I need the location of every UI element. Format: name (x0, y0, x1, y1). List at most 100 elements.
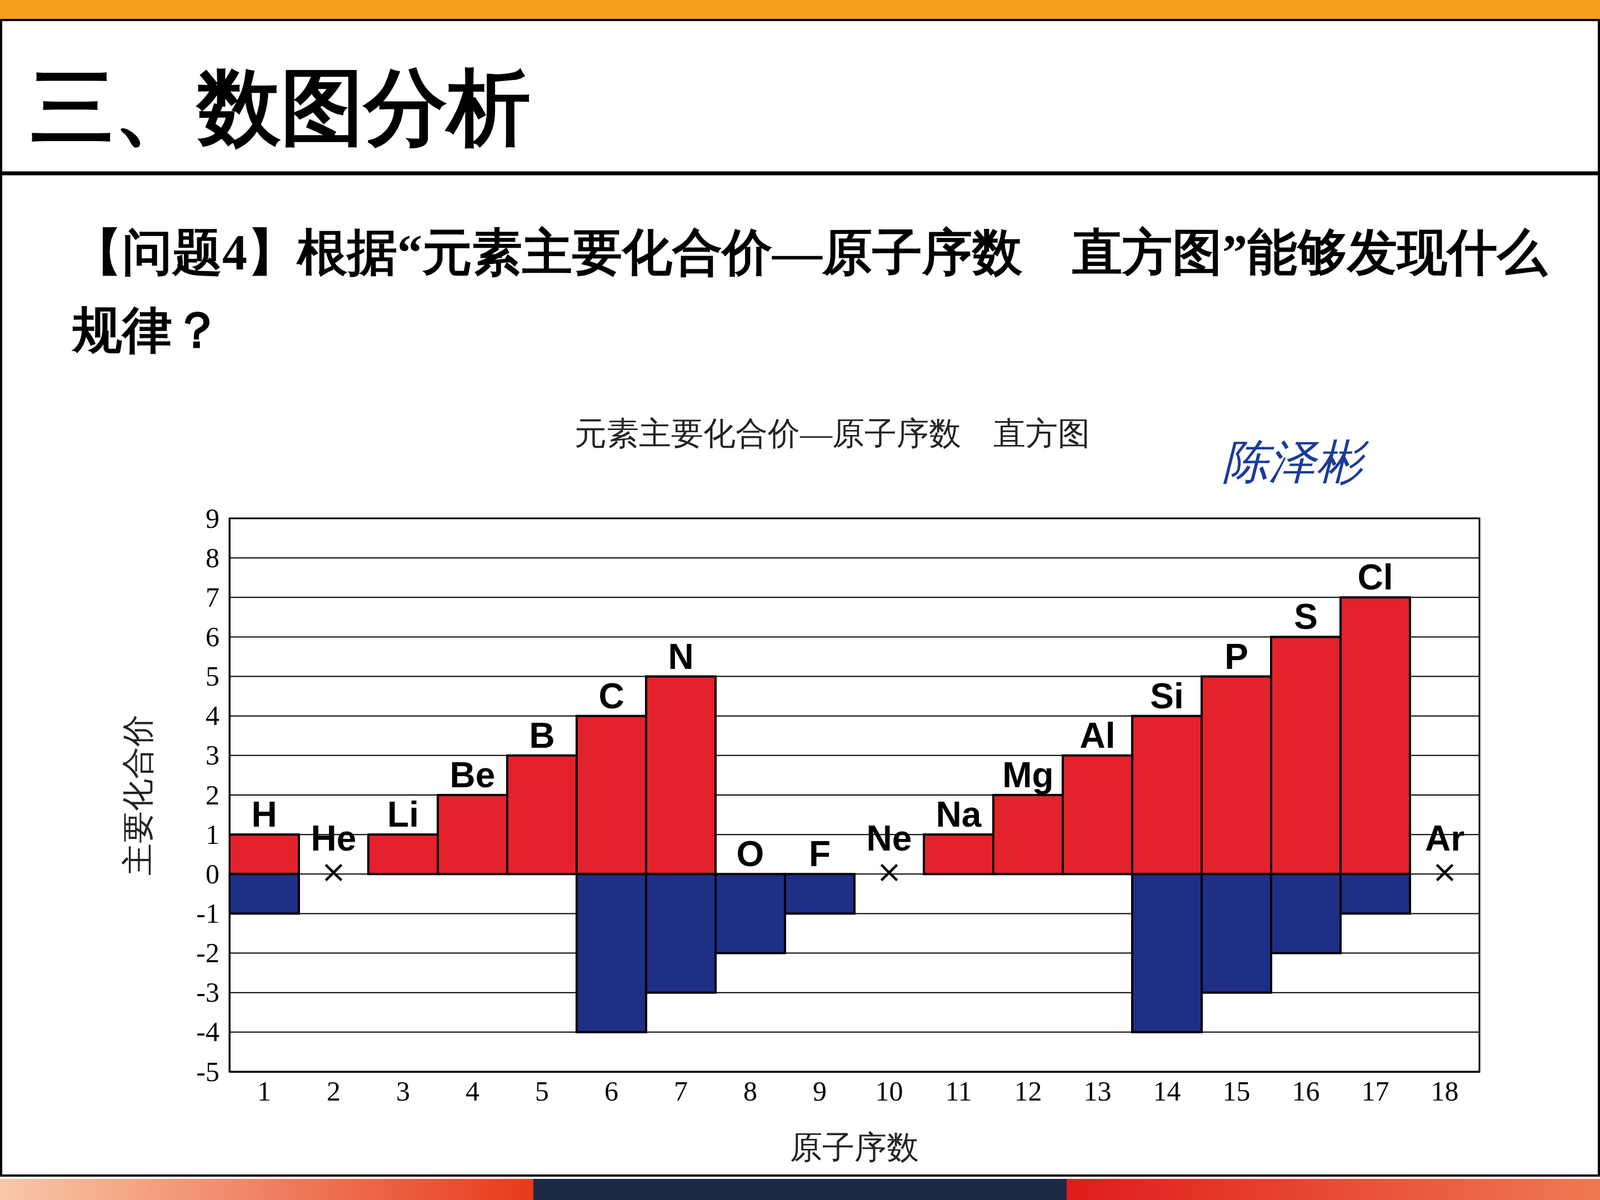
element-label: C (598, 676, 624, 717)
element-labels: HHe×LiBeBCNOFNe×NaMgAlSiPSClAr× (251, 557, 1465, 890)
y-axis: -5-4-3-2-10123456789 (196, 502, 230, 1088)
tick-label: 1 (205, 818, 220, 850)
tick-label: -1 (196, 897, 220, 929)
tick-label: 3 (396, 1075, 410, 1107)
tick: -5 (196, 1056, 230, 1088)
tick: 2 (205, 779, 230, 811)
grid-line (229, 596, 1480, 598)
tick: 1 (205, 818, 230, 850)
tick-label: 7 (205, 581, 220, 613)
question: 【问题4】根据“元素主要化合价—原子序数 直方图”能够发现什么规律？ (72, 213, 1573, 370)
element-label: B (528, 715, 555, 756)
tick: 10 (875, 1071, 904, 1107)
tick-label: 1 (257, 1075, 272, 1107)
tick-label: 4 (465, 1075, 480, 1107)
tick: 16 (1292, 1071, 1320, 1107)
element-label: Ar (1425, 818, 1465, 859)
tick-label: 16 (1292, 1075, 1320, 1107)
tick-label: -2 (196, 937, 220, 969)
element-label: Cl (1357, 557, 1394, 598)
tick: 3 (396, 1071, 410, 1107)
tick-label: 10 (875, 1075, 904, 1107)
x-axis: 123456789101112131415161718 (230, 1071, 1480, 1107)
bar (229, 873, 299, 914)
tick: 17 (1361, 1071, 1390, 1107)
grid-line (229, 1071, 1480, 1073)
tick: 15 (1222, 1071, 1251, 1107)
tick: 0 (205, 858, 230, 890)
tick: 2 (326, 1071, 341, 1107)
grid (229, 518, 1480, 1072)
tick: -1 (196, 897, 230, 929)
header-rule (0, 171, 1600, 176)
axis-line (228, 518, 231, 1073)
x-axis-title: 原子序数 (790, 1129, 919, 1166)
tick: 5 (205, 660, 230, 692)
tick-label: 17 (1361, 1075, 1390, 1107)
top-bar (0, 0, 1600, 20)
tick: 12 (1014, 1071, 1043, 1107)
tick: 7 (205, 581, 230, 613)
tick-label: 11 (945, 1075, 972, 1107)
bar (715, 873, 785, 953)
tick: 18 (1431, 1071, 1459, 1107)
bar (1132, 873, 1202, 1033)
tick-label: -4 (196, 1016, 220, 1048)
bar (785, 873, 855, 914)
grid-line (229, 1031, 1480, 1033)
bar (1062, 755, 1133, 874)
tick-label: 18 (1431, 1075, 1459, 1107)
bar (646, 873, 716, 993)
tick: 3 (205, 739, 230, 771)
tick-label: 3 (205, 739, 220, 771)
bottom-bar (1066, 1178, 1600, 1200)
slide-frame (1, 20, 1599, 1176)
null-mark: × (1431, 853, 1458, 890)
tick-label: -3 (196, 976, 220, 1008)
grid-line (229, 557, 1480, 559)
tick-label: 15 (1222, 1075, 1251, 1107)
grid-line (229, 517, 1480, 519)
axis-line (230, 1071, 1480, 1073)
bar (576, 716, 647, 875)
tick: 9 (812, 1071, 827, 1107)
tick: 8 (205, 542, 230, 574)
tick-label: -5 (196, 1056, 220, 1088)
tick: 8 (743, 1071, 758, 1107)
bar (1271, 873, 1341, 953)
bar (1201, 676, 1272, 875)
bar (437, 795, 508, 874)
tick: 4 (465, 1071, 480, 1107)
tick-label: 9 (205, 502, 220, 534)
grid-line (229, 992, 1480, 994)
tick: 6 (604, 1071, 619, 1107)
tick: 5 (535, 1071, 549, 1107)
chart-title: 元素主要化合价—原子序数 直方图 (574, 415, 1090, 452)
tick-label: 4 (205, 700, 220, 732)
tick: 13 (1083, 1071, 1112, 1107)
tick: 14 (1153, 1071, 1182, 1107)
bottom-bar (0, 1178, 534, 1200)
element-label: S (1293, 596, 1318, 637)
tick-label: 7 (673, 1075, 688, 1107)
tick-label: 12 (1014, 1075, 1043, 1107)
y-axis-title: 主要化合价 (120, 714, 157, 876)
tick: 7 (673, 1071, 688, 1107)
bar (1201, 873, 1272, 993)
tick-label: 5 (535, 1075, 549, 1107)
bar (923, 834, 994, 874)
element-label: Mg (1002, 755, 1054, 795)
element-label: F (808, 833, 831, 874)
null-mark: × (320, 853, 347, 890)
bottom-bar (533, 1178, 1067, 1200)
bar (646, 676, 716, 875)
element-label: Be (450, 755, 496, 795)
tick: -2 (196, 937, 230, 969)
tick: 9 (205, 502, 230, 534)
tick-label: 5 (205, 660, 220, 692)
bar (368, 834, 438, 874)
slide: 三、数图分析元素主要化合价—原子序数 直方图陈泽彬-5-4-3-2-101234… (0, 0, 1600, 1200)
tick: -3 (196, 976, 230, 1008)
element-label: Na (936, 794, 982, 835)
bar (993, 795, 1063, 874)
